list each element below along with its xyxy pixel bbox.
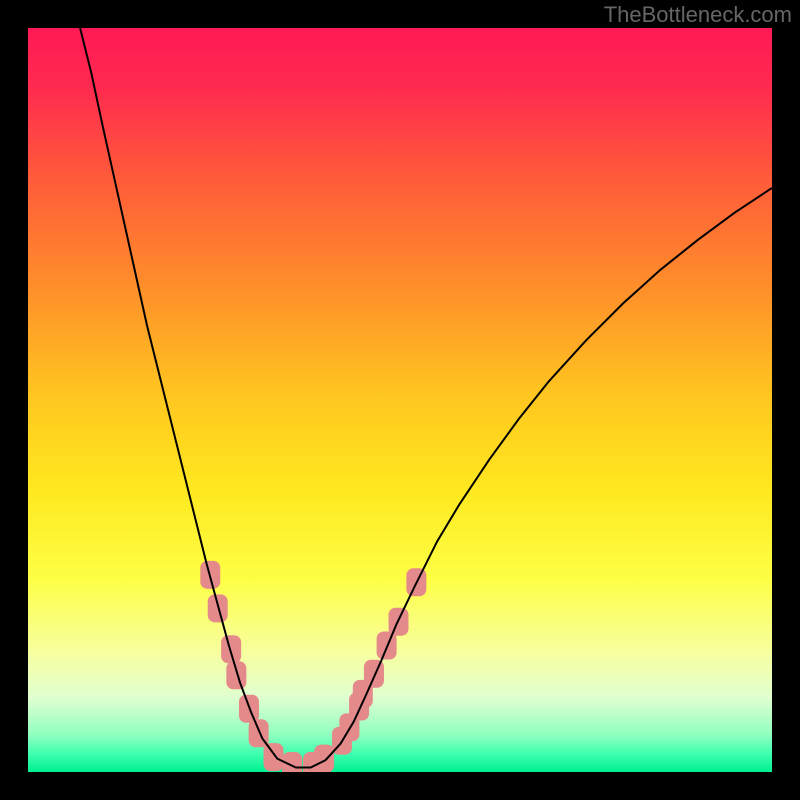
plot-area bbox=[28, 28, 772, 772]
data-marker bbox=[364, 660, 384, 688]
data-marker bbox=[221, 635, 241, 663]
data-marker bbox=[314, 745, 334, 772]
frame-background: TheBottleneck.com bbox=[0, 0, 800, 800]
chart-overlay bbox=[28, 28, 772, 772]
watermark-text: TheBottleneck.com bbox=[604, 2, 792, 28]
bottleneck-curve bbox=[80, 28, 772, 768]
data-marker bbox=[226, 661, 246, 689]
data-marker bbox=[264, 743, 284, 771]
